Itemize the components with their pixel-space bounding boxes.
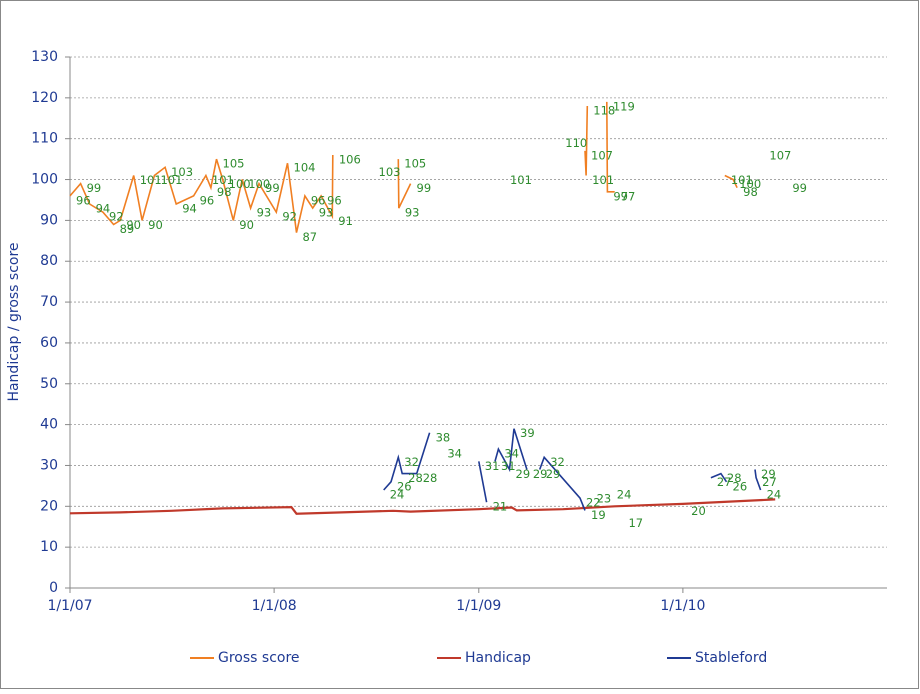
data-label: 92 <box>109 210 124 224</box>
data-label: 94 <box>182 202 197 216</box>
data-label: 103 <box>171 165 193 179</box>
data-label: 26 <box>397 479 412 493</box>
data-label: 24 <box>390 487 405 501</box>
data-label: 19 <box>591 508 606 522</box>
data-label: 29 <box>533 467 548 481</box>
data-label: 104 <box>294 161 316 175</box>
data-label: 103 <box>379 165 401 179</box>
data-label: 31 <box>485 459 500 473</box>
y-tick-label: 130 <box>31 49 58 65</box>
data-label: 29 <box>546 467 561 481</box>
data-label: 93 <box>319 206 334 220</box>
data-label: 119 <box>613 99 635 113</box>
y-tick-label: 70 <box>40 294 58 310</box>
y-tick-label: 90 <box>40 212 58 228</box>
y-tick-label: 100 <box>31 172 58 188</box>
data-label: 17 <box>628 516 643 530</box>
data-label: 90 <box>126 218 141 232</box>
data-label: 101 <box>510 173 532 187</box>
data-label: 100 <box>229 177 251 191</box>
data-label: 22 <box>586 496 601 510</box>
data-label: 107 <box>769 148 791 162</box>
data-label: 91 <box>338 214 353 228</box>
data-label: 27 <box>717 475 732 489</box>
data-label: 26 <box>733 479 748 493</box>
data-label: 96 <box>327 193 342 207</box>
data-label: 96 <box>76 193 91 207</box>
data-label: 20 <box>691 504 706 518</box>
data-label: 101 <box>212 173 234 187</box>
y-tick-label: 120 <box>31 90 58 106</box>
x-tick-label: 1/1/09 <box>456 598 501 614</box>
data-label: 101 <box>731 173 753 187</box>
data-label: 106 <box>339 153 361 167</box>
data-label: 101 <box>160 173 182 187</box>
data-label: 23 <box>597 492 612 506</box>
data-label: 21 <box>493 500 508 514</box>
data-label: 93 <box>257 206 272 220</box>
data-label: 93 <box>405 206 420 220</box>
y-tick-label: 50 <box>40 376 58 392</box>
data-label: 90 <box>148 218 163 232</box>
data-label: 96 <box>311 193 326 207</box>
y-tick-label: 20 <box>40 498 58 514</box>
data-label: 100 <box>248 177 270 191</box>
data-label: 90 <box>239 218 254 232</box>
y-axis-title: Handicap / gross score <box>6 242 22 401</box>
data-label: 31 <box>501 459 516 473</box>
data-label: 32 <box>550 455 565 469</box>
data-label: 28 <box>727 471 742 485</box>
data-label: 96 <box>200 193 215 207</box>
data-label: 99 <box>265 181 280 195</box>
series-line <box>69 498 776 515</box>
data-label: 32 <box>404 455 419 469</box>
data-label: 39 <box>520 426 535 440</box>
data-label: 97 <box>621 189 636 203</box>
data-label: 105 <box>223 157 245 171</box>
data-label: 29 <box>761 467 776 481</box>
y-tick-label: 30 <box>40 457 58 473</box>
data-label: 24 <box>767 487 782 501</box>
data-label: 97 <box>613 189 628 203</box>
data-label: 34 <box>504 447 519 461</box>
y-tick-label: 110 <box>31 131 58 147</box>
data-label: 101 <box>140 173 162 187</box>
data-label: 105 <box>404 157 426 171</box>
data-label: 24 <box>617 487 632 501</box>
x-tick-label: 1/1/08 <box>252 598 297 614</box>
data-label: 118 <box>593 104 615 118</box>
y-tick-label: 60 <box>40 335 58 351</box>
data-label: 100 <box>739 177 761 191</box>
data-label: 98 <box>743 185 758 199</box>
x-tick-label: 1/1/10 <box>660 598 705 614</box>
data-label: 92 <box>282 210 297 224</box>
legend-label: Stableford <box>695 650 767 666</box>
data-label: 87 <box>302 230 317 244</box>
y-tick-label: 10 <box>40 539 58 555</box>
data-label: 29 <box>516 467 531 481</box>
data-label: 28 <box>423 471 438 485</box>
data-label: 99 <box>792 181 807 195</box>
data-label: 98 <box>217 185 232 199</box>
legend-label: Handicap <box>465 650 531 666</box>
y-tick-label: 0 <box>49 580 58 596</box>
data-label: 34 <box>447 447 462 461</box>
data-label: 89 <box>120 222 135 236</box>
y-tick-label: 40 <box>40 417 58 433</box>
data-label: 110 <box>565 136 587 150</box>
series-line <box>383 428 762 511</box>
data-label: 27 <box>762 475 777 489</box>
data-label: 94 <box>96 202 111 216</box>
y-tick-label: 80 <box>40 253 58 269</box>
legend-label: Gross score <box>218 650 300 666</box>
data-label: 99 <box>417 181 432 195</box>
data-label: 28 <box>408 471 423 485</box>
data-label: 107 <box>591 148 613 162</box>
data-label: 99 <box>87 181 102 195</box>
x-tick-label: 1/1/07 <box>47 598 92 614</box>
data-label: 101 <box>592 173 614 187</box>
data-label: 38 <box>436 430 451 444</box>
